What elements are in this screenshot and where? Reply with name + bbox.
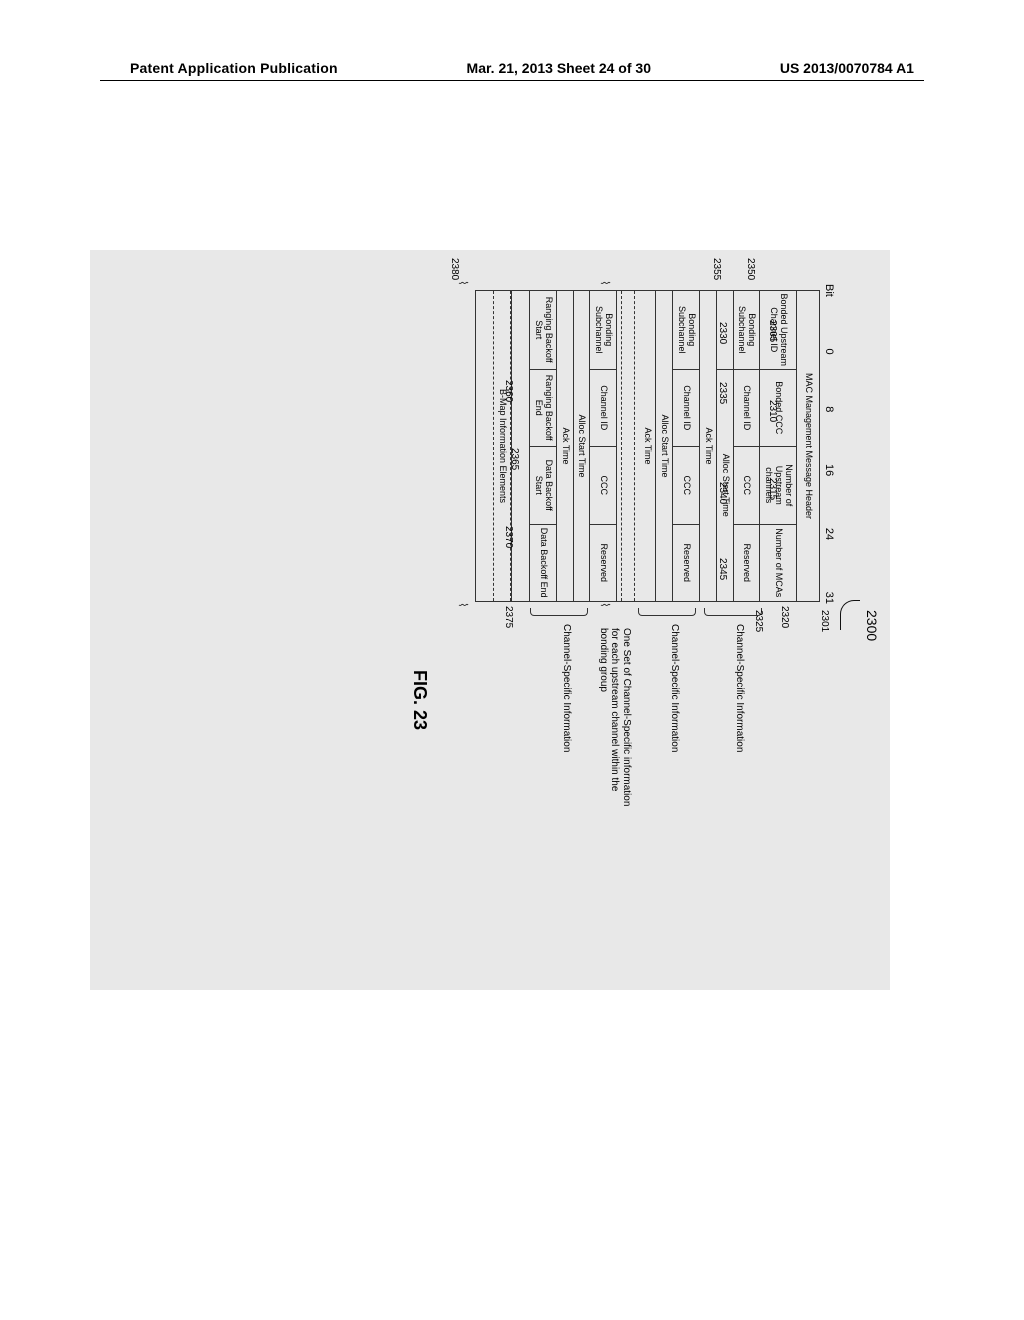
pub-number: US 2013/0070784 A1 xyxy=(780,60,914,76)
cell-num-mcas: Number of MCAs xyxy=(760,524,796,602)
header-rule xyxy=(100,80,924,81)
cell-bonding-sub-2: Bonding Subchannel xyxy=(673,291,699,369)
cell-reserved-2: Reserved xyxy=(673,524,699,602)
cell-reserved: Reserved xyxy=(734,524,760,602)
ref-2380: 2380 xyxy=(449,258,460,280)
leader-2300 xyxy=(840,600,860,630)
label-chspec-1: Channel-Specific Information xyxy=(734,624,746,752)
ref-2335: 2335 xyxy=(717,382,728,404)
cell-alloc-start-n: Alloc Start Time xyxy=(574,291,590,601)
cell-ack-time-1: Ack Time xyxy=(700,291,716,601)
ref-2365: 2365 xyxy=(509,448,520,470)
pub-label: Patent Application Publication xyxy=(130,60,338,76)
cell-channel-id-n: Channel ID xyxy=(590,369,616,447)
cell-alloc-start-2: Alloc Start Time xyxy=(656,291,672,601)
ref-2340: 2340 xyxy=(717,482,728,504)
cell-bonding-sub: Bonding Subchannel xyxy=(734,291,760,369)
cell-ccc-n: CCC xyxy=(590,446,616,524)
figure-23: 2300 Bit 0 8 16 24 31 MAC Management Mes… xyxy=(90,250,890,990)
cell-bmap: B-Map Information Elements xyxy=(494,291,511,601)
cell-reserved-n: Reserved xyxy=(590,524,616,602)
cell-mac-header: MAC Management Message Header xyxy=(797,291,819,601)
cell-channel-id: Channel ID xyxy=(734,369,760,447)
cell-data-end: Data Backoff End xyxy=(530,524,556,602)
page-header: Patent Application Publication Mar. 21, … xyxy=(0,60,1024,76)
cell-data-start: Data Backoff Start xyxy=(530,446,556,524)
bit-8: 8 xyxy=(823,406,835,412)
brace-chn xyxy=(530,608,588,616)
ref-2360: 2360 xyxy=(503,380,514,402)
cell-ack-time-n: Ack Time xyxy=(557,291,573,601)
ref-2375: 2375 xyxy=(503,606,514,628)
bit-0: 0 xyxy=(823,348,835,354)
cell-num-upstream: Number of Upstream channels xyxy=(760,446,796,524)
cell-bonded-ccc: Bonded CCC xyxy=(760,369,796,447)
cell-ranging-end: Ranging Backoff End xyxy=(530,369,556,447)
sheet-label: Mar. 21, 2013 Sheet 24 of 30 xyxy=(467,60,651,76)
bit-31: 31 xyxy=(823,592,835,604)
break-mark: ⌇ xyxy=(456,602,470,608)
label-one-set: One Set of Channel-Specific information … xyxy=(598,628,633,808)
label-chspec-2: Channel-Specific Information xyxy=(669,624,681,752)
bit-scale: Bit 0 8 16 24 31 xyxy=(823,284,835,604)
ref-2345: 2345 xyxy=(717,558,728,580)
brace-ch2 xyxy=(638,608,696,616)
cell-ccc: CCC xyxy=(734,446,760,524)
figure-label: FIG. 23 xyxy=(409,670,430,730)
cell-bonded-upstream-id: Bonded Upstream Channel ID xyxy=(760,291,796,369)
ref-2370: 2370 xyxy=(503,526,514,548)
break-mark: ⌇ xyxy=(598,602,612,608)
ref-2310: 2310 xyxy=(767,400,778,422)
bit-16: 16 xyxy=(823,464,835,476)
cell-ccc-2: CCC xyxy=(673,446,699,524)
ref-2301: 2301 xyxy=(819,610,830,632)
bit-label: Bit xyxy=(823,284,835,297)
bit-24: 24 xyxy=(823,528,835,540)
ref-2300: 2300 xyxy=(864,610,880,641)
ref-2325: 2325 xyxy=(753,610,764,632)
ref-2320: 2320 xyxy=(779,606,790,628)
break-mark: ⌇ xyxy=(456,280,470,286)
ref-2330: 2330 xyxy=(717,322,728,344)
ref-2350: 2350 xyxy=(745,258,756,280)
row-break xyxy=(617,291,639,601)
break-mark: ⌇ xyxy=(598,280,612,286)
cell-bonding-sub-n: Bonding Subchannel xyxy=(590,291,616,369)
ref-2305: 2305 xyxy=(767,320,778,342)
cell-ack-time-2: Ack Time xyxy=(639,291,655,601)
ref-2355: 2355 xyxy=(711,258,722,280)
ref-2315: 2315 xyxy=(767,478,778,500)
label-chspec-n: Channel-Specific Information xyxy=(561,624,573,752)
cell-ranging-start: Ranging Backoff Start xyxy=(530,291,556,369)
cell-channel-id-2: Channel ID xyxy=(673,369,699,447)
